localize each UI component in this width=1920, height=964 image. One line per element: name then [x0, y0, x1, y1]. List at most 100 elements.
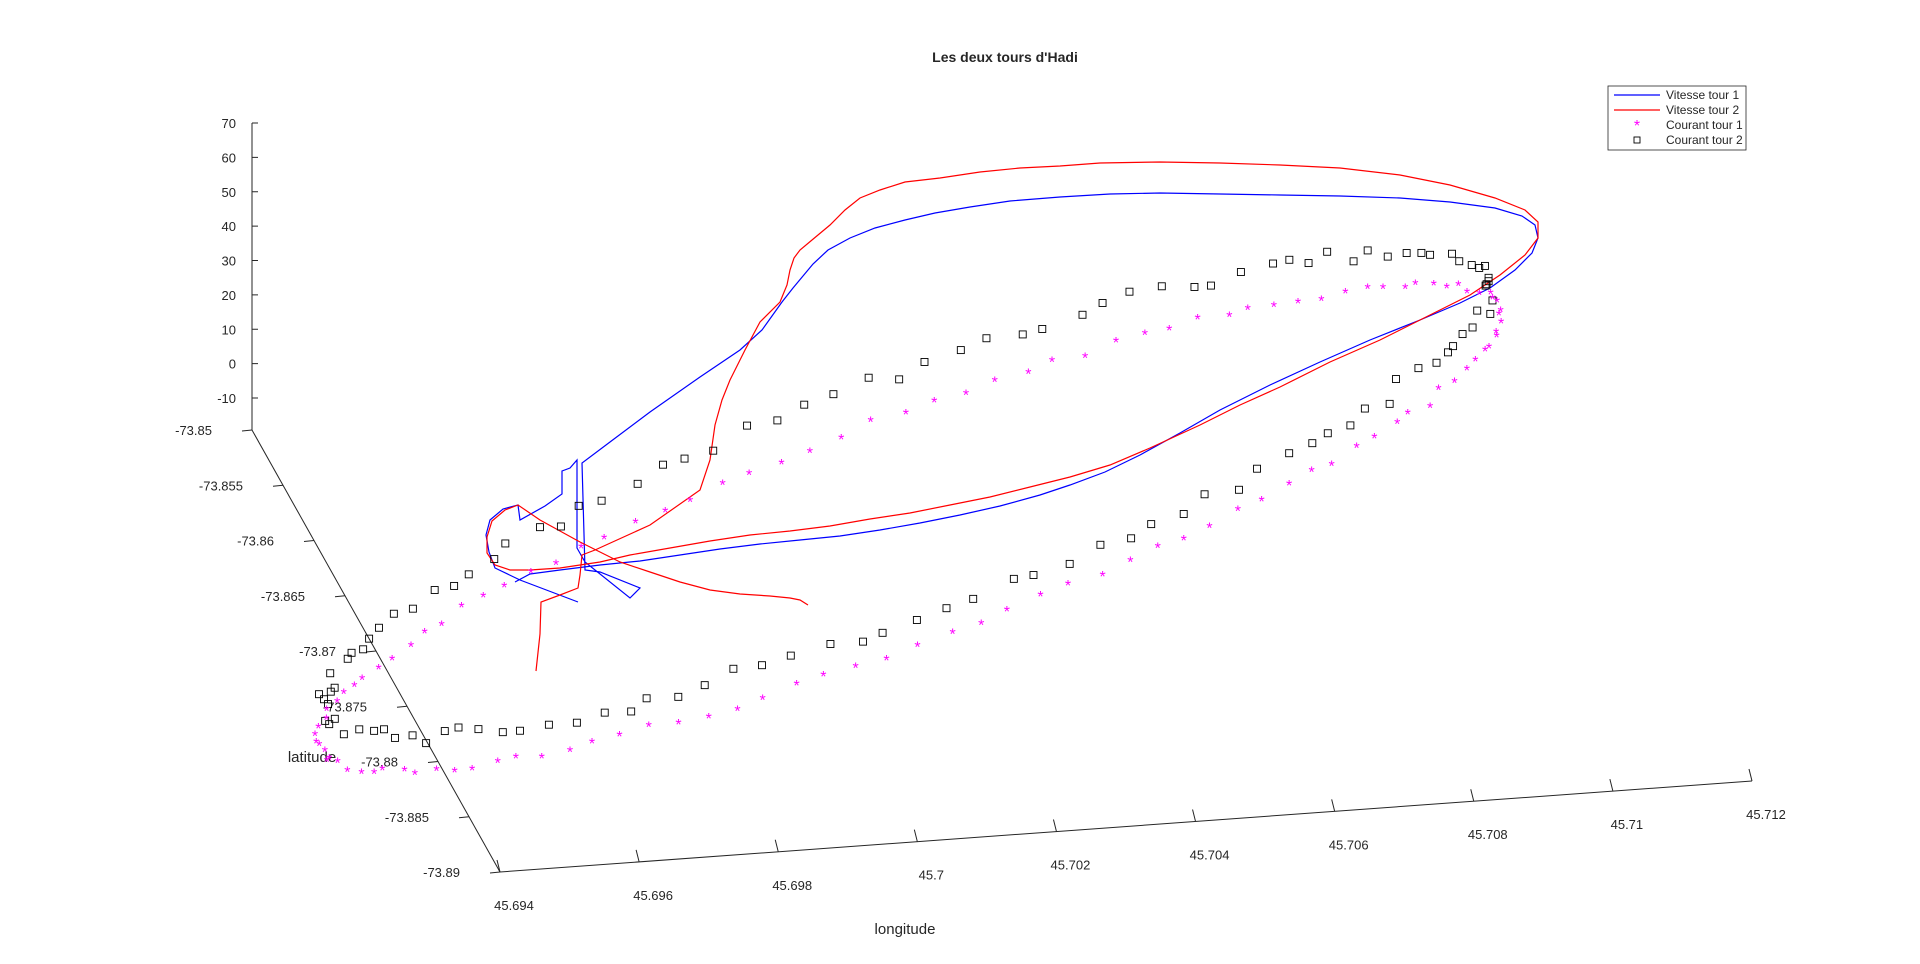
marker-courant-tour-2: [1448, 249, 1456, 258]
marker-courant-tour-2: [1468, 323, 1477, 332]
marker-courant-tour-1: *: [324, 754, 330, 771]
x-tick-label: 45.704: [1190, 847, 1230, 862]
marker-courant-tour-2: [408, 731, 417, 740]
marker-courant-tour-1: *: [1113, 335, 1119, 352]
marker-courant-tour-2: [627, 707, 636, 716]
marker-courant-tour-2: [969, 594, 978, 603]
y-tick-mark: [458, 816, 470, 819]
marker-courant-tour-2: [355, 725, 364, 734]
marker-courant-tour-2: [347, 648, 356, 657]
marker-courant-tour-2: [430, 586, 439, 594]
marker-courant-tour-2: [320, 695, 328, 704]
marker-courant-tour-1: *: [528, 566, 534, 583]
marker-courant-tour-1: *: [807, 445, 813, 462]
marker-courant-tour-2: [743, 421, 752, 430]
y-tick-label: -73.86: [237, 534, 274, 549]
marker-courant-tour-2: [642, 694, 651, 703]
marker-courant-tour-1: *: [351, 680, 357, 697]
marker-courant-tour-2: [1285, 255, 1294, 264]
marker-courant-tour-1: *: [1412, 278, 1418, 295]
marker-courant-tour-1: *: [1482, 344, 1488, 361]
x-tick-mark: [1192, 809, 1197, 822]
marker-courant-tour-1: *: [334, 696, 340, 713]
marker-courant-tour-1: *: [501, 580, 507, 597]
marker-courant-tour-1: *: [1380, 281, 1386, 298]
marker-courant-tour-1: *: [1181, 533, 1187, 550]
marker-courant-tour-2: [516, 726, 524, 735]
marker-courant-tour-1: *: [567, 744, 573, 761]
marker-courant-tour-2: [1402, 249, 1411, 257]
marker-courant-tour-1: *: [1455, 279, 1461, 296]
y-tick-mark: [489, 871, 501, 874]
marker-courant-tour-2: [1417, 248, 1426, 257]
marker-courant-tour-2: [1363, 246, 1372, 255]
marker-courant-tour-2: [1285, 449, 1294, 458]
marker-courant-tour-1: *: [1318, 293, 1324, 310]
marker-courant-tour-2: [1179, 510, 1188, 518]
marker-courant-tour-2: [359, 645, 368, 654]
y-axis-ticks: -73.89 -73.885 -73.88 -73.875 -73.87 -73.865 -…: [175, 423, 501, 880]
marker-courant-tour-2: [572, 718, 581, 727]
marker-courant-tour-2: [1147, 520, 1156, 529]
marker-courant-tour-1: *: [1498, 316, 1504, 333]
x-tick-mark: [1052, 819, 1057, 832]
marker-courant-tour-2: [380, 725, 388, 734]
marker-courant-tour-2: [1426, 250, 1435, 259]
marker-courant-tour-1: *: [760, 693, 766, 710]
legend-label-vitesse-tour-1: Vitesse tour 1: [1666, 88, 1739, 102]
marker-courant-tour-2: [389, 609, 398, 618]
marker-courant-tour-2: [786, 651, 795, 660]
marker-courant-tour-2: [1475, 264, 1484, 272]
marker-courant-tour-2: [1480, 261, 1489, 270]
marker-courant-tour-1: *: [1451, 375, 1457, 392]
marker-courant-tour-1: *: [421, 626, 427, 643]
marker-courant-tour-1: *: [1394, 416, 1400, 433]
marker-courant-tour-1: *: [867, 415, 873, 432]
marker-courant-tour-1: *: [1493, 326, 1499, 343]
marker-courant-tour-1: *: [1142, 327, 1148, 344]
marker-courant-tour-2: [1029, 571, 1038, 579]
marker-courant-tour-2: [982, 334, 991, 343]
marker-courant-tour-1: *: [1099, 569, 1105, 586]
marker-courant-tour-1: *: [1494, 295, 1500, 312]
marker-courant-tour-2: [1467, 261, 1476, 270]
legend-swatch-courant-tour-1: *: [1634, 118, 1640, 135]
marker-courant-tour-2: [729, 664, 738, 673]
marker-courant-tour-2: [1323, 429, 1332, 438]
marker-courant-tour-1: *: [313, 736, 319, 753]
z-tick-label: 20: [222, 288, 236, 303]
marker-courant-tour-1: *: [1065, 578, 1071, 595]
marker-courant-tour-1: *: [616, 729, 622, 746]
marker-courant-tour-1: *: [1286, 478, 1292, 495]
marker-courant-tour-2: [1078, 310, 1087, 319]
marker-courant-tour-2: [1096, 540, 1105, 549]
marker-courant-tour-1: *: [1444, 281, 1450, 298]
marker-courant-tour-1: *: [335, 755, 341, 772]
marker-courant-tour-2: [633, 479, 642, 488]
legend-label-courant-tour-1: Courant tour 1: [1666, 118, 1743, 132]
marker-courant-tour-2: [773, 416, 782, 425]
marker-courant-tour-1: *: [315, 721, 321, 738]
x-tick-mark: [635, 849, 640, 863]
marker-courant-tour-1: *: [1431, 278, 1437, 295]
x-axis-label: longitude: [875, 921, 936, 938]
x-tick-mark: [1470, 789, 1475, 802]
plot-markers: ****************************************…: [312, 246, 1504, 784]
marker-courant-tour-1: *: [412, 767, 418, 784]
marker-courant-tour-2: [659, 460, 667, 469]
marker-courant-tour-1: *: [1328, 458, 1334, 475]
marker-courant-tour-2: [450, 581, 459, 590]
x-tick-mark: [1331, 799, 1336, 812]
marker-courant-tour-2: [1038, 325, 1047, 333]
marker-courant-tour-2: [556, 522, 565, 531]
marker-courant-tour-1: *: [1371, 431, 1377, 448]
marker-courant-tour-2: [321, 716, 330, 725]
marker-courant-tour-1: *: [903, 407, 909, 424]
marker-courant-tour-2: [536, 523, 544, 532]
marker-courant-tour-1: *: [794, 678, 800, 695]
marker-courant-tour-2: [1481, 281, 1490, 290]
marker-courant-tour-1: *: [1494, 330, 1500, 347]
x-tick-label: 45.698: [772, 878, 812, 893]
legend: Vitesse tour 1 Vitesse tour 2 * Courant …: [1607, 85, 1747, 151]
